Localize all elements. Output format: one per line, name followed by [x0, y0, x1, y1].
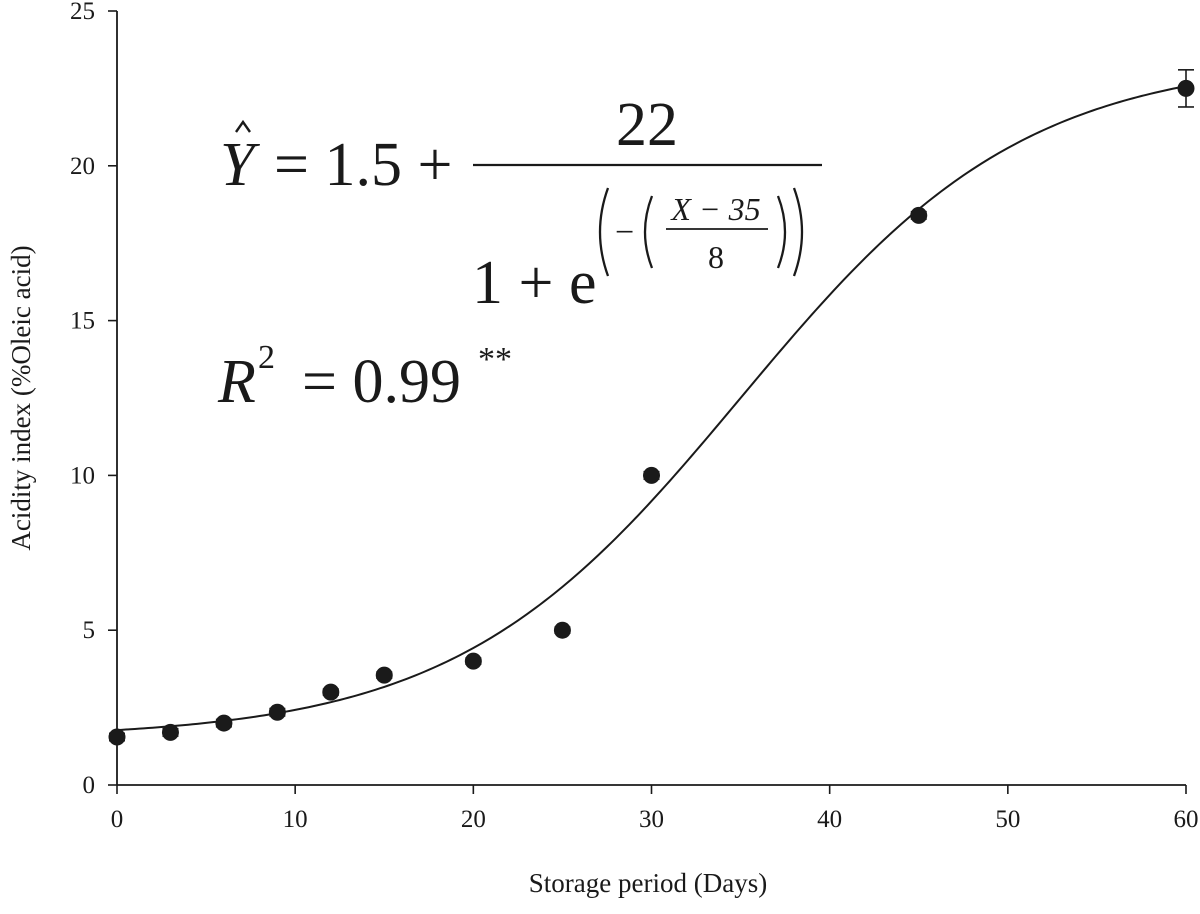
x-axis-title: Storage period (Days) [529, 868, 767, 898]
ticks: 0 10 20 30 40 50 60 0 5 10 15 20 25 [70, 0, 1199, 833]
equation-constant: = 1.5 + [274, 131, 452, 199]
data-point-6 [464, 652, 482, 670]
data-marker [375, 666, 393, 684]
hat-mark [235, 119, 251, 133]
data-point-2 [215, 714, 233, 732]
x-tick-label: 10 [283, 806, 308, 833]
data-marker [910, 206, 928, 224]
data-marker [268, 703, 286, 721]
equation-numerator: 22 [616, 91, 678, 159]
data-point-9 [910, 206, 928, 224]
data-points [108, 69, 1195, 746]
r-squared: R 2 = 0.99 ** [217, 339, 512, 416]
data-point-8 [643, 466, 660, 484]
data-marker [643, 466, 660, 484]
y-tick-label: 10 [70, 462, 95, 489]
data-point-7 [553, 621, 571, 639]
data-marker [322, 683, 340, 701]
x-tick-label: 30 [639, 806, 664, 833]
y-tick-label: 0 [83, 772, 96, 799]
data-marker [215, 714, 233, 732]
x-tick-label: 60 [1174, 806, 1199, 833]
y-tick-label: 15 [70, 308, 95, 335]
data-marker [553, 621, 571, 639]
exponent-denominator: 8 [708, 239, 724, 275]
data-point-5 [375, 666, 393, 684]
r-squared-power: 2 [258, 339, 275, 376]
fitted-curve [116, 85, 1187, 732]
data-point-10 [1177, 69, 1195, 108]
data-marker [108, 728, 126, 746]
exponent-numerator: X − 35 [669, 191, 760, 227]
data-point-0 [108, 728, 126, 746]
data-marker [1177, 79, 1195, 97]
exponent: − X − 35 8 [598, 187, 804, 277]
x-tick-label: 0 [111, 806, 124, 833]
y-axis-title: Acidity index (%Oleic acid) [6, 245, 36, 550]
x-tick-label: 20 [461, 806, 486, 833]
x-tick-label: 50 [995, 806, 1020, 833]
x-tick-label: 40 [817, 806, 842, 833]
fitted-curve-group [116, 85, 1187, 732]
data-marker [464, 652, 482, 670]
y-tick-label: 5 [83, 617, 96, 644]
exponent-minus: − [615, 214, 634, 251]
data-marker [161, 723, 179, 741]
fit-equation: Y = 1.5 + 22 1 + e − X − 35 8 [220, 91, 822, 317]
r-squared-symbol: R [217, 348, 256, 416]
y-tick-label: 25 [70, 0, 95, 25]
y-tick-label: 20 [70, 153, 95, 180]
r-squared-significance: ** [478, 341, 512, 378]
r-squared-value: = 0.99 [302, 348, 461, 416]
equation-y-hat: Y [220, 131, 260, 199]
equation-denominator-base: 1 + e [472, 249, 596, 317]
data-point-4 [322, 683, 340, 701]
data-point-1 [161, 723, 179, 741]
data-point-3 [268, 703, 286, 721]
